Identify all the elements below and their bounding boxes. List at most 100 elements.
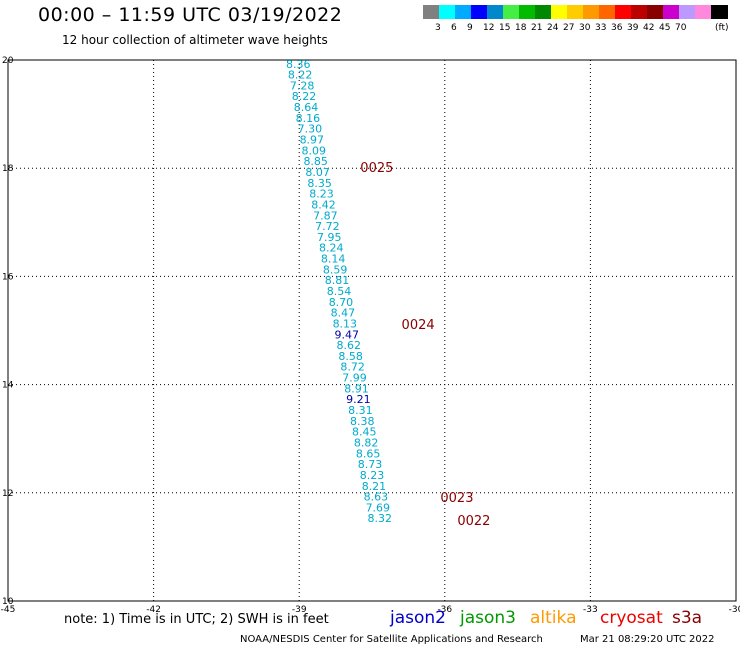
wave-height-value: 8.24 — [319, 242, 344, 255]
wave-height-value: 8.73 — [358, 458, 383, 471]
color-swatch — [423, 5, 440, 19]
color-swatch — [663, 5, 680, 19]
wave-height-value: 7.95 — [317, 231, 342, 244]
y-tick-label: 18 — [2, 164, 14, 174]
color-swatch — [503, 5, 520, 19]
wave-height-value: 8.64 — [294, 101, 319, 114]
color-swatch — [567, 5, 584, 19]
color-scale-tick: 21 — [531, 23, 543, 33]
wave-height-value: 7.28 — [290, 79, 315, 92]
wave-height-value: 8.63 — [364, 491, 389, 504]
color-swatch — [647, 5, 664, 19]
y-tick-label: 12 — [2, 489, 13, 499]
color-scale-tick: 70 — [675, 23, 687, 33]
wave-height-value: 8.35 — [307, 177, 332, 190]
wave-height-value: 8.47 — [331, 307, 356, 320]
color-swatch — [439, 5, 456, 19]
satellite-cryosat-label: cryosat — [600, 608, 663, 628]
wave-height-value: 7.69 — [366, 501, 391, 514]
wave-height-value: 8.45 — [352, 426, 377, 439]
wave-height-value: 9.47 — [335, 328, 360, 341]
y-tick-label: 20 — [2, 56, 14, 66]
color-swatch — [535, 5, 552, 19]
wave-height-value: 7.30 — [298, 123, 323, 136]
color-scale-tick: 12 — [483, 23, 495, 33]
color-scale-tick: 9 — [467, 23, 473, 33]
wave-height-value: 8.22 — [292, 90, 317, 103]
color-swatch — [455, 5, 472, 19]
pass-time-label: 0022 — [457, 514, 490, 529]
wave-height-value: 8.58 — [338, 350, 363, 363]
wave-height-value: 8.23 — [360, 469, 385, 482]
color-scale-tick: 36 — [611, 23, 623, 33]
color-scale-tick: 24 — [547, 23, 559, 33]
wave-height-value: 8.38 — [350, 415, 375, 428]
wave-height-value: 8.07 — [305, 166, 330, 179]
wave-height-value: 8.62 — [336, 339, 361, 352]
color-scale-tick: 27 — [563, 23, 575, 33]
color-scale-tick: 3 — [435, 23, 441, 33]
color-scale-tick: 33 — [595, 23, 607, 33]
wave-height-value: 8.59 — [323, 263, 348, 276]
color-swatch — [711, 5, 728, 19]
satellite-jason2-label: jason2 — [390, 608, 446, 628]
y-tick-label: 14 — [2, 381, 14, 391]
wave-height-value: 7.87 — [313, 209, 338, 222]
wave-height-value: 8.14 — [321, 253, 346, 266]
plot-frame — [7, 59, 737, 602]
wave-height-value: 8.72 — [340, 361, 365, 374]
wave-height-value: 8.65 — [356, 447, 381, 460]
color-scale-tick: 30 — [579, 23, 591, 33]
wave-height-value: 8.23 — [309, 188, 334, 201]
pass-time-label: 0024 — [402, 318, 435, 333]
color-scale-tick: 6 — [451, 23, 457, 33]
wave-height-value: 8.22 — [288, 69, 313, 82]
wave-height-value: 8.97 — [300, 134, 325, 147]
footer-timestamp: Mar 21 08:29:20 UTC 2022 — [580, 634, 715, 645]
color-swatch — [471, 5, 488, 19]
footer-note: note: 1) Time is in UTC; 2) SWH is in fe… — [64, 612, 329, 627]
color-swatch — [519, 5, 536, 19]
color-swatch — [679, 5, 696, 19]
color-swatch — [631, 5, 648, 19]
wave-height-value: 8.54 — [327, 285, 352, 298]
wave-height-value: 8.13 — [333, 317, 358, 330]
wave-height-value: 8.91 — [344, 382, 369, 395]
satellite-jason3-label: jason3 — [460, 608, 516, 628]
satellite-s3a-label: s3a — [672, 608, 703, 628]
y-tick-label: 10 — [2, 597, 14, 607]
x-tick-label: -45 — [1, 605, 16, 615]
x-tick-label: -33 — [583, 605, 598, 615]
wave-height-value: 8.82 — [354, 436, 379, 449]
color-scale-tick: 42 — [643, 23, 655, 33]
color-swatch — [551, 5, 568, 19]
wave-height-value: 8.85 — [303, 155, 328, 168]
color-scale-tick: 39 — [627, 23, 639, 33]
pass-time-label: 0023 — [440, 491, 473, 506]
satellite-altika-label: altika — [530, 608, 577, 628]
color-scale-tick: 15 — [499, 23, 511, 33]
color-scale-tick: 45 — [659, 23, 671, 33]
wave-height-value: 8.36 — [286, 58, 311, 71]
x-tick-label: -30 — [729, 605, 740, 615]
wave-height-value: 8.70 — [329, 296, 354, 309]
color-swatch — [583, 5, 600, 19]
chart-subtitle: 12 hour collection of altimeter wave hei… — [62, 33, 328, 47]
chart-title: 00:00 – 11:59 UTC 03/19/2022 — [38, 4, 343, 26]
color-swatch — [599, 5, 616, 19]
wave-height-value: 8.31 — [348, 404, 373, 417]
x-tick-label: -39 — [292, 605, 307, 615]
wave-height-value: 8.81 — [325, 274, 350, 287]
wave-height-value: 8.42 — [311, 198, 336, 211]
color-scale-tick: 18 — [515, 23, 527, 33]
color-swatch — [487, 5, 504, 19]
color-scale-units: (ft) — [715, 23, 729, 33]
color-swatch — [695, 5, 712, 19]
footer-credit: NOAA/NESDIS Center for Satellite Applica… — [240, 634, 543, 645]
wave-height-value: 7.72 — [315, 220, 340, 233]
wave-height-value: 8.09 — [302, 144, 327, 157]
wave-height-value: 8.32 — [368, 512, 393, 525]
x-tick-label: -42 — [146, 605, 161, 615]
pass-time-label: 0025 — [360, 161, 393, 176]
